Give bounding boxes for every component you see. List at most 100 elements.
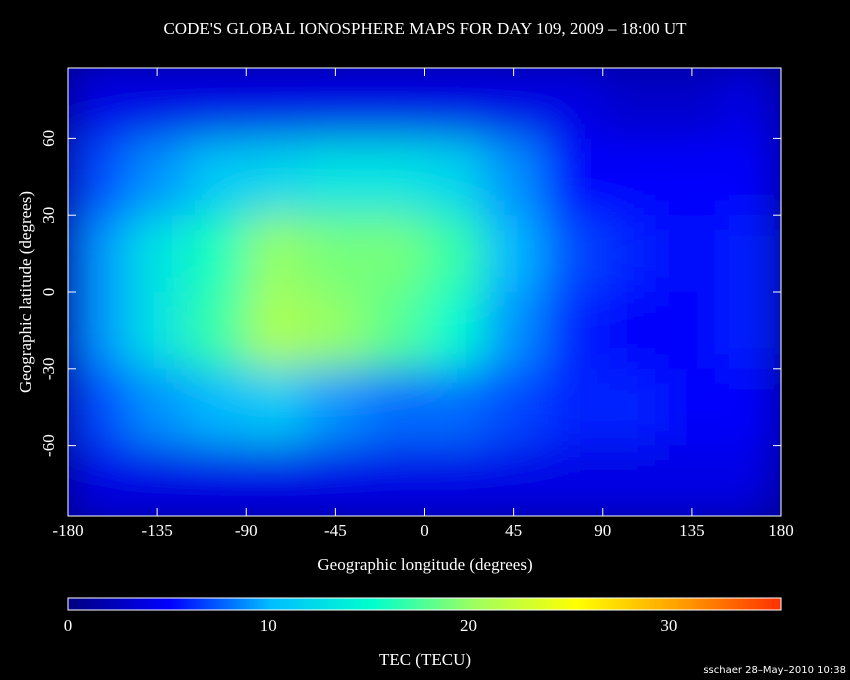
colorbar-tick-label: 0 bbox=[64, 616, 73, 635]
heat-cell bbox=[543, 68, 603, 139]
heat-cell bbox=[365, 138, 425, 216]
heat-cell bbox=[483, 138, 544, 216]
chart-title: CODE'S GLOBAL IONOSPHERE MAPS FOR DAY 10… bbox=[163, 19, 687, 38]
x-tick-label: -90 bbox=[235, 521, 258, 540]
heat-cell bbox=[602, 138, 663, 216]
heat-cell bbox=[365, 292, 425, 369]
heat-cell bbox=[721, 138, 781, 216]
heat-cell bbox=[602, 368, 663, 446]
heat-layer bbox=[68, 68, 781, 516]
heat-cell bbox=[365, 445, 425, 516]
heat-cell bbox=[68, 292, 128, 369]
heat-cell bbox=[68, 138, 128, 216]
heat-cell bbox=[246, 215, 306, 292]
heat-cell bbox=[424, 445, 484, 516]
x-tick-label: 0 bbox=[420, 521, 429, 540]
heat-cell bbox=[721, 368, 781, 446]
heat-cell bbox=[365, 215, 425, 292]
heat-cell bbox=[602, 68, 663, 139]
y-tick-label: -30 bbox=[39, 357, 58, 380]
heat-cell bbox=[424, 368, 484, 446]
heat-cell bbox=[721, 68, 781, 139]
heat-cell bbox=[662, 292, 722, 369]
heat-cell bbox=[424, 215, 484, 292]
heat-cell bbox=[424, 138, 484, 216]
heat-cell bbox=[305, 138, 366, 216]
x-tick-label: 45 bbox=[505, 521, 522, 540]
heat-cell bbox=[305, 445, 366, 516]
x-tick-label: 135 bbox=[679, 521, 705, 540]
heat-cell bbox=[662, 445, 722, 516]
heat-cell bbox=[127, 138, 187, 216]
x-tick-label: -135 bbox=[142, 521, 173, 540]
heat-cell bbox=[543, 445, 603, 516]
heat-cell bbox=[127, 445, 187, 516]
footer: sschaer 28–May–2010 10:38 bbox=[703, 665, 846, 676]
heat-cell bbox=[543, 292, 603, 369]
colorbar-tick-label: 10 bbox=[260, 616, 277, 635]
y-tick-label: 30 bbox=[39, 207, 58, 224]
heat-cell bbox=[305, 215, 366, 292]
heat-cell bbox=[246, 138, 306, 216]
heat-cell bbox=[662, 368, 722, 446]
heat-cell bbox=[602, 215, 663, 292]
colorbar-tick-label: 30 bbox=[660, 616, 677, 635]
x-tick-label: 180 bbox=[768, 521, 794, 540]
y-axis-label: Geographic latitude (degrees) bbox=[16, 191, 35, 393]
heat-cell bbox=[127, 292, 187, 369]
heat-cell bbox=[186, 368, 247, 446]
heat-cell bbox=[127, 215, 187, 292]
heat-cell bbox=[127, 368, 187, 446]
heat-cell bbox=[246, 368, 306, 446]
heat-cell bbox=[68, 445, 128, 516]
heat-cell bbox=[68, 215, 128, 292]
x-tick-label: 90 bbox=[594, 521, 611, 540]
heat-cell bbox=[186, 445, 247, 516]
heat-cell bbox=[365, 368, 425, 446]
colorbar bbox=[67, 597, 782, 611]
heat-cell bbox=[127, 68, 187, 139]
heat-cell bbox=[186, 68, 247, 139]
heat-cell bbox=[483, 445, 544, 516]
y-tick-label: 60 bbox=[39, 130, 58, 147]
heat-cell bbox=[305, 292, 366, 369]
heat-cell bbox=[483, 368, 544, 446]
x-tick-label: -180 bbox=[52, 521, 83, 540]
heat-cell bbox=[246, 292, 306, 369]
heat-cell bbox=[602, 445, 663, 516]
y-tick-label: -60 bbox=[39, 434, 58, 457]
x-axis-label: Geographic longitude (degrees) bbox=[317, 555, 532, 574]
heat-cell bbox=[483, 68, 544, 139]
heat-cell bbox=[186, 292, 247, 369]
heat-cell bbox=[186, 138, 247, 216]
heat-cell bbox=[543, 138, 603, 216]
colorbar-label: TEC (TECU) bbox=[379, 650, 471, 669]
colorbar-tick-label: 20 bbox=[460, 616, 477, 635]
heat-cell bbox=[543, 368, 603, 446]
heat-cell bbox=[68, 368, 128, 446]
heat-cell bbox=[483, 292, 544, 369]
heat-cell bbox=[424, 292, 484, 369]
heat-cell bbox=[721, 215, 781, 292]
heat-cell bbox=[721, 445, 781, 516]
heat-cell bbox=[662, 138, 722, 216]
heat-cell bbox=[602, 292, 663, 369]
heat-cell bbox=[721, 292, 781, 369]
heat-cell bbox=[662, 215, 722, 292]
heat-cell bbox=[246, 445, 306, 516]
heat-cell bbox=[424, 68, 484, 139]
x-tick-label: -45 bbox=[324, 521, 347, 540]
plot-area bbox=[68, 68, 781, 516]
heat-cell bbox=[543, 215, 603, 292]
heat-cell bbox=[483, 215, 544, 292]
heat-cell bbox=[68, 68, 128, 139]
heat-cell bbox=[305, 68, 366, 139]
y-tick-label: 0 bbox=[39, 288, 58, 297]
axes: -180 -135 -90 -45 0 45 90 135 180 -60 -30 0 30 60 0 10 2… bbox=[39, 68, 794, 635]
heat-cell bbox=[365, 68, 425, 139]
heat-cell bbox=[305, 368, 366, 446]
heat-cell bbox=[662, 68, 722, 139]
heat-cell bbox=[246, 68, 306, 139]
